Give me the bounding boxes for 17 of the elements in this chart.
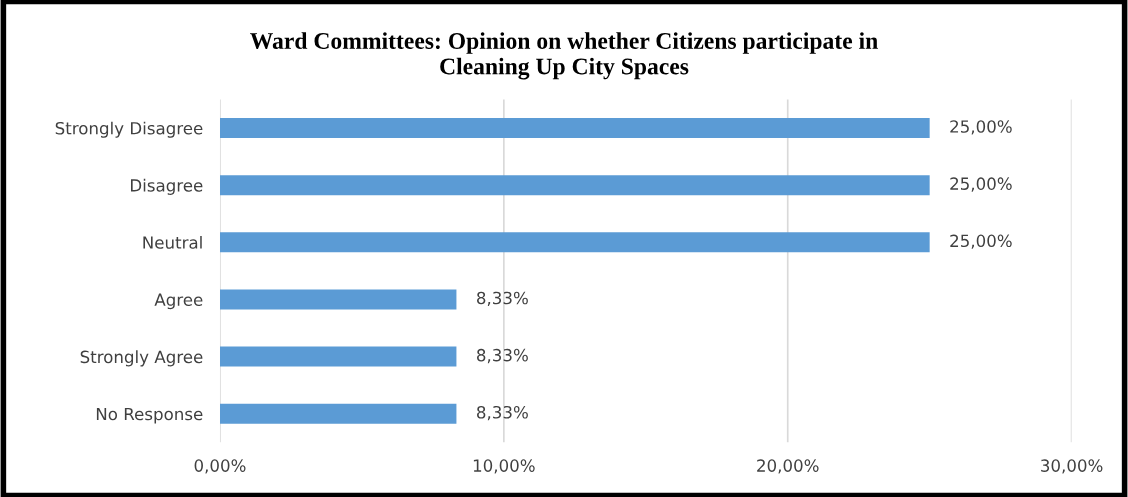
x-tick-label: 0,00% xyxy=(194,459,246,474)
data-label: 25,00% xyxy=(950,234,1012,249)
data-label: 8,33% xyxy=(477,291,528,306)
data-label: 8,33% xyxy=(477,405,528,421)
x-tick-label: 10,00% xyxy=(473,459,535,474)
data-label: 25,00% xyxy=(950,120,1012,135)
data-label: 8,33% xyxy=(477,348,528,364)
y-tick-label: Strongly Agree xyxy=(80,350,203,367)
x-tick-label: 20,00% xyxy=(757,459,819,474)
y-tick-label: No Response xyxy=(96,407,203,424)
chart-title: Ward Committees: Opinion on whether Citizens participate in Cleaning Up City Spaces xyxy=(250,32,878,80)
x-tick-label: 30,00% xyxy=(1041,459,1103,474)
y-tick-label: Strongly Disagree xyxy=(55,121,203,138)
y-tick-label: Neutral xyxy=(143,235,202,249)
y-tick-label: Agree xyxy=(154,293,203,310)
data-label: 25,00% xyxy=(950,177,1012,192)
y-tick-label: Disagree xyxy=(131,178,203,195)
